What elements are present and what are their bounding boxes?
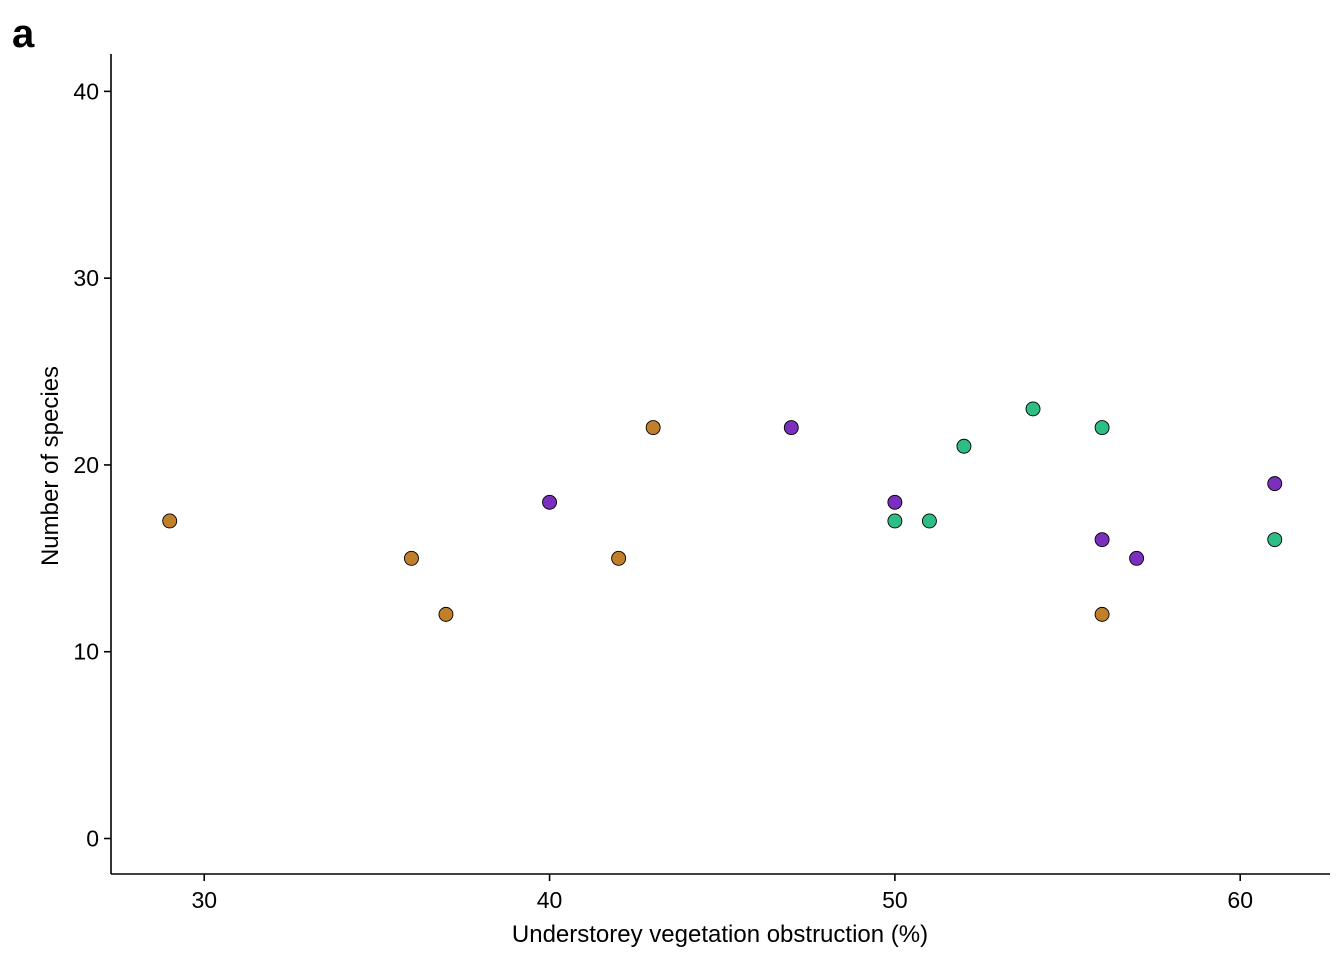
panel-label: a [12,12,35,56]
x-tick-label: 40 [537,887,563,913]
x-tick-label: 60 [1227,887,1253,913]
data-point-series-2 [542,494,558,510]
data-point-series-1 [438,606,454,622]
data-point-series-1 [403,550,419,566]
data-point-series-2 [887,494,903,510]
data-point-series-2 [1267,476,1283,492]
data-point-series-1 [645,420,661,436]
data-point-series-2 [783,420,799,436]
y-axis-title: Number of species [37,366,64,566]
x-tick-label: 30 [191,887,217,913]
data-point-series-1 [1094,606,1110,622]
data-point-series-3 [1267,532,1283,548]
y-tick-label: 10 [73,639,99,665]
data-point-series-3 [1094,420,1110,436]
data-point-series-3 [1025,401,1041,417]
y-tick-label: 0 [86,826,99,852]
data-point-series-1 [162,513,178,529]
data-point-series-3 [921,513,937,529]
y-tick-label: 30 [73,265,99,291]
axes [110,54,1330,875]
data-point-series-3 [887,513,903,529]
data-points [162,401,1283,622]
y-tick-label: 20 [73,452,99,478]
x-tick-label: 50 [882,887,908,913]
y-tick-label: 40 [73,78,99,104]
data-point-series-2 [1129,550,1145,566]
data-point-series-1 [611,550,627,566]
x-axis-title: Understorey vegetation obstruction (%) [512,921,928,948]
data-point-series-3 [956,438,972,454]
data-point-series-2 [1094,532,1110,548]
ticks: 30 40 50 60 0 10 20 30 40 [73,78,1253,913]
